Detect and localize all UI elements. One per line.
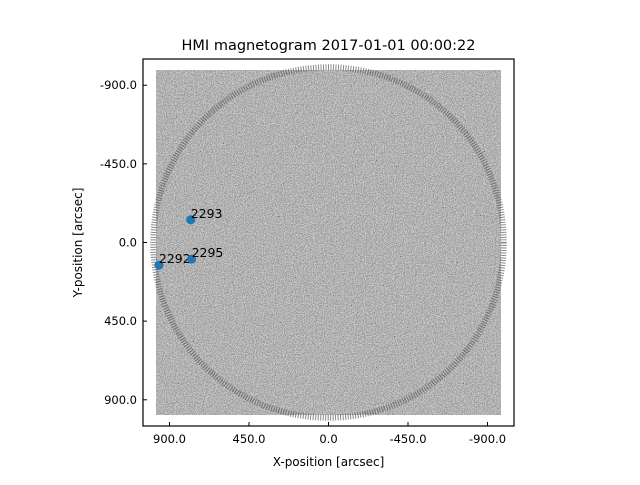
- active-region-markers: 2292 2295 2293: [154, 206, 223, 270]
- region-marker: [186, 215, 196, 225]
- y-axis-title: Y-position [arcsec]: [71, 188, 85, 299]
- region-label: 2292: [159, 251, 191, 266]
- x-axis-title: X-position [arcsec]: [273, 455, 385, 469]
- x-tick-label: -450.0: [389, 432, 426, 446]
- solar-disk: [156, 70, 501, 415]
- region-marker: [154, 260, 164, 270]
- region-label: 2295: [192, 245, 224, 260]
- x-axis-ticks: 900.0 450.0 0.0 -450.0 -900.0: [153, 422, 506, 446]
- y-tick-label: 900.0: [104, 393, 137, 407]
- y-tick-label: -450.0: [100, 157, 137, 171]
- y-tick-label: 0.0: [119, 236, 137, 250]
- x-tick-label: 900.0: [153, 432, 186, 446]
- y-axis-ticks: -900.0 -450.0 0.0 450.0 900.0: [100, 78, 147, 407]
- x-tick-label: 0.0: [319, 432, 337, 446]
- y-tick-label: -900.0: [100, 78, 137, 92]
- chart-title: HMI magnetogram 2017-01-01 00:00:22: [182, 38, 476, 54]
- region-label: 2293: [191, 206, 223, 221]
- plot-area: 2292 2295 2293: [143, 59, 514, 426]
- y-tick-label: 450.0: [104, 314, 137, 328]
- x-tick-label: -900.0: [469, 432, 506, 446]
- region-marker: [187, 254, 197, 264]
- solar-limb: [150, 64, 507, 421]
- x-tick-label: 450.0: [233, 432, 266, 446]
